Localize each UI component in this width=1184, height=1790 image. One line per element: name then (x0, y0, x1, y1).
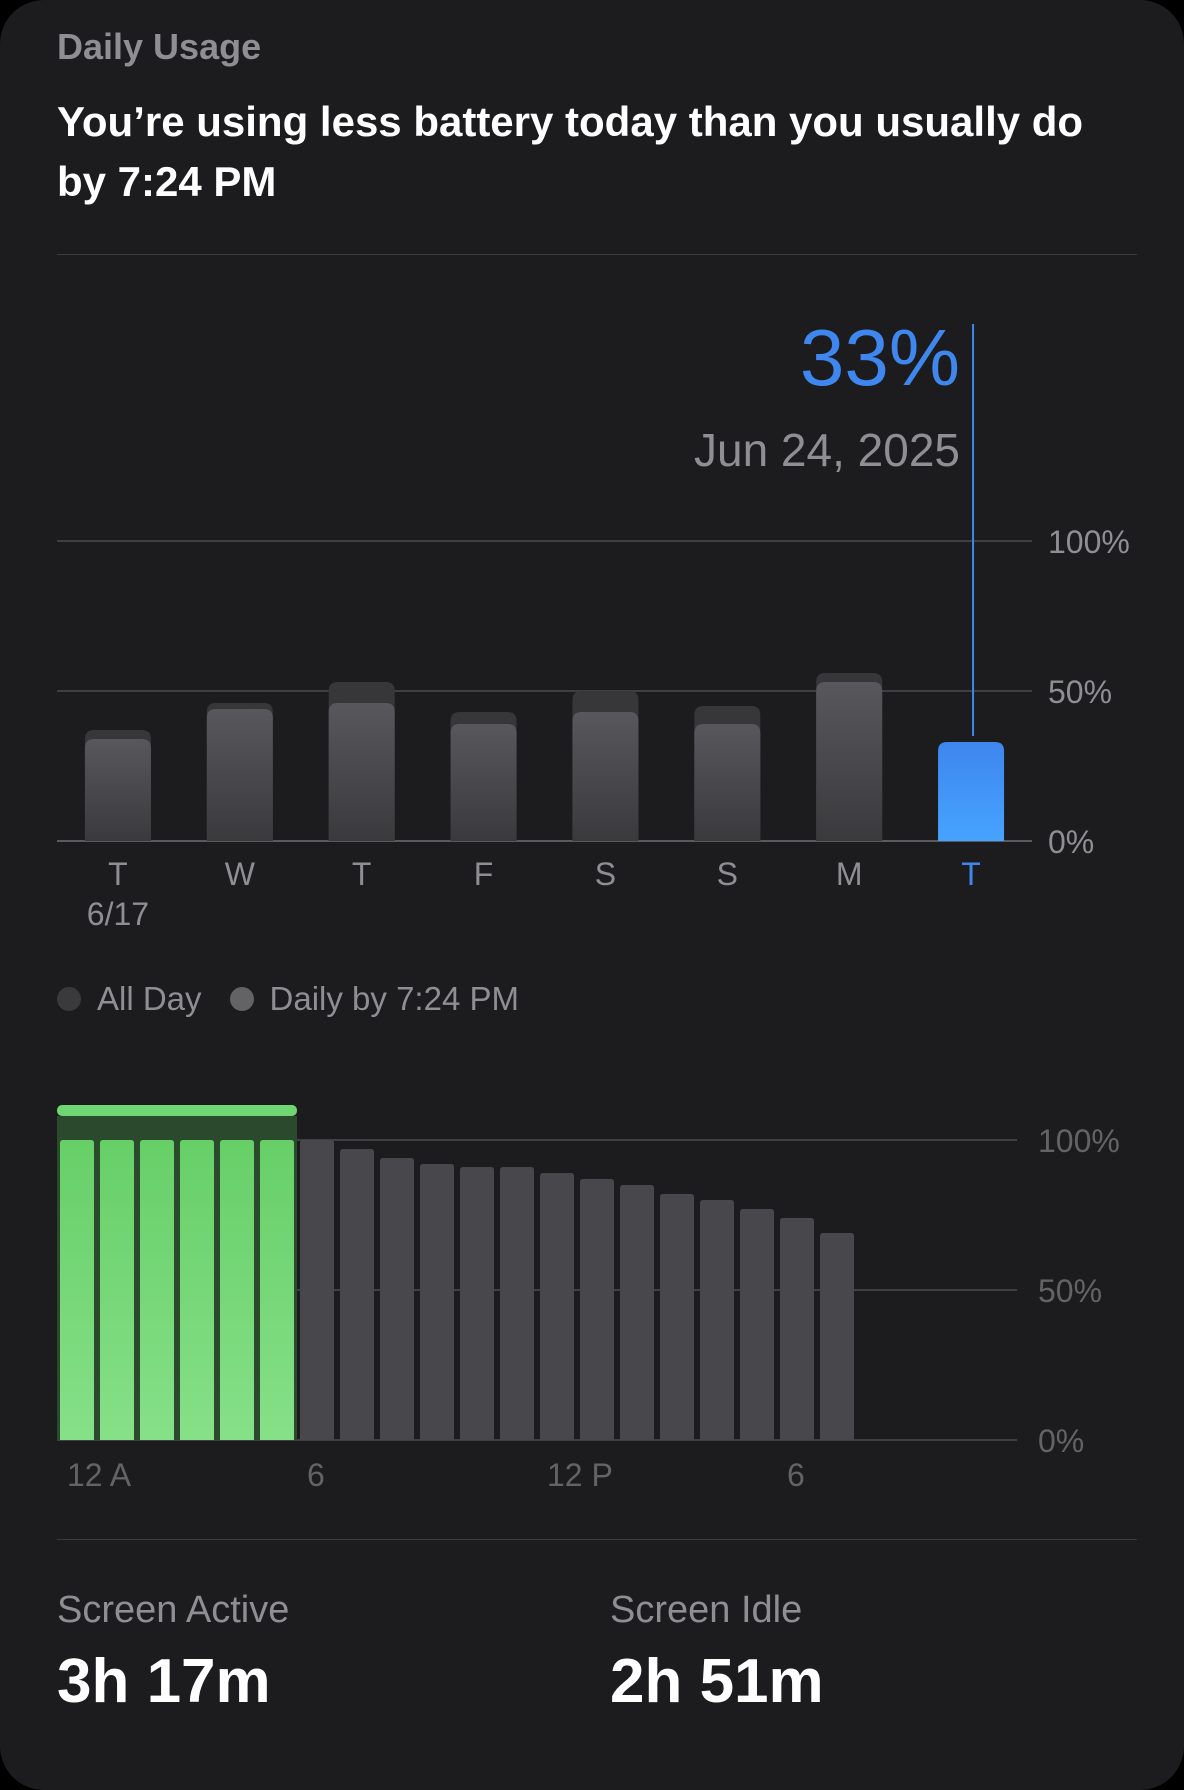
chart-legend: All Day Daily by 7:24 PM (57, 980, 547, 1018)
y-tick-label: 0% (1038, 1423, 1084, 1459)
legend-item-daily-by-time: Daily by 7:24 PM (229, 980, 519, 1018)
screen-active-value: 3h 17m (57, 1647, 271, 1716)
y-tick-label: 0% (1048, 824, 1094, 860)
screen-active-stat: Screen Active 3h 17m (57, 1588, 289, 1718)
battery-bar[interactable] (340, 1149, 374, 1440)
time-axis-label: 6 (787, 1457, 805, 1493)
selected-day-date: Jun 24, 2025 (693, 424, 960, 476)
battery-bar-charging[interactable] (100, 1140, 134, 1440)
day-label[interactable]: S (595, 856, 616, 892)
divider (57, 254, 1137, 255)
bar-daily-by-time[interactable] (328, 703, 395, 841)
battery-bar-charging[interactable] (220, 1140, 254, 1440)
battery-bar[interactable] (380, 1158, 414, 1440)
day-label[interactable]: T (108, 856, 128, 892)
day-label[interactable]: W (225, 856, 256, 892)
weekly-usage-chart[interactable]: 100% 50% 0% T 6/17 W T F S S M T (0, 0, 1184, 960)
bar-daily-by-time[interactable] (694, 724, 761, 841)
legend-label: Daily by 7:24 PM (269, 980, 519, 1017)
battery-bar-charging[interactable] (260, 1140, 294, 1440)
date-sub-label: 6/17 (87, 896, 149, 932)
battery-bar-charging[interactable] (60, 1140, 94, 1440)
bar-daily-by-time[interactable] (450, 724, 517, 841)
charging-indicator-bar (57, 1105, 297, 1116)
bar-daily-by-time[interactable] (84, 739, 151, 841)
screen-idle-label: Screen Idle (610, 1589, 803, 1631)
day-label[interactable]: T (961, 856, 981, 892)
battery-bar[interactable] (700, 1200, 734, 1440)
screen-idle-value: 2h 51m (610, 1647, 824, 1716)
charging-region (57, 1116, 297, 1440)
battery-bar[interactable] (540, 1173, 574, 1440)
divider (57, 1539, 1137, 1540)
bar-selected-day[interactable] (938, 742, 1005, 841)
y-tick-label: 100% (1038, 1123, 1120, 1159)
bar-daily-by-time[interactable] (816, 682, 883, 841)
battery-bar[interactable] (500, 1167, 534, 1440)
battery-level-chart[interactable]: 100% 50% 0% 12 A 6 12 P 6 (0, 1060, 1184, 1510)
legend-dot-all-day (57, 987, 81, 1011)
battery-bar-charging[interactable] (180, 1140, 214, 1440)
day-label[interactable]: F (474, 856, 494, 892)
battery-bar[interactable] (420, 1164, 454, 1440)
day-label[interactable]: S (717, 856, 738, 892)
battery-bar[interactable] (460, 1167, 494, 1440)
legend-item-all-day: All Day (57, 980, 202, 1018)
battery-bar-charging[interactable] (140, 1140, 174, 1440)
section-label: Daily Usage (57, 26, 262, 67)
battery-bar[interactable] (660, 1194, 694, 1440)
day-label[interactable]: M (836, 856, 863, 892)
time-axis-label: 12 P (547, 1457, 613, 1493)
y-tick-label: 100% (1048, 524, 1130, 560)
time-axis-label: 6 (307, 1457, 325, 1493)
day-label[interactable]: T (352, 856, 372, 892)
y-tick-label: 50% (1038, 1273, 1102, 1309)
legend-dot-daily-by-time (229, 987, 254, 1011)
battery-bar[interactable] (740, 1209, 774, 1440)
y-tick-label: 50% (1048, 674, 1112, 710)
selected-day-percentage: 33% (799, 313, 960, 402)
battery-bar[interactable] (580, 1179, 614, 1440)
battery-bar[interactable] (620, 1185, 654, 1440)
bar-daily-by-time[interactable] (206, 709, 273, 841)
battery-bar[interactable] (780, 1218, 814, 1440)
legend-label: All Day (97, 980, 202, 1017)
battery-bar[interactable] (300, 1140, 334, 1440)
bar-daily-by-time[interactable] (572, 712, 639, 841)
battery-bar[interactable] (820, 1233, 854, 1440)
time-axis-label: 12 A (67, 1457, 132, 1493)
usage-headline: You’re using less battery today than you… (57, 98, 1084, 205)
screen-active-label: Screen Active (57, 1589, 290, 1631)
screen-idle-stat: Screen Idle 2h 51m (610, 1588, 824, 1718)
